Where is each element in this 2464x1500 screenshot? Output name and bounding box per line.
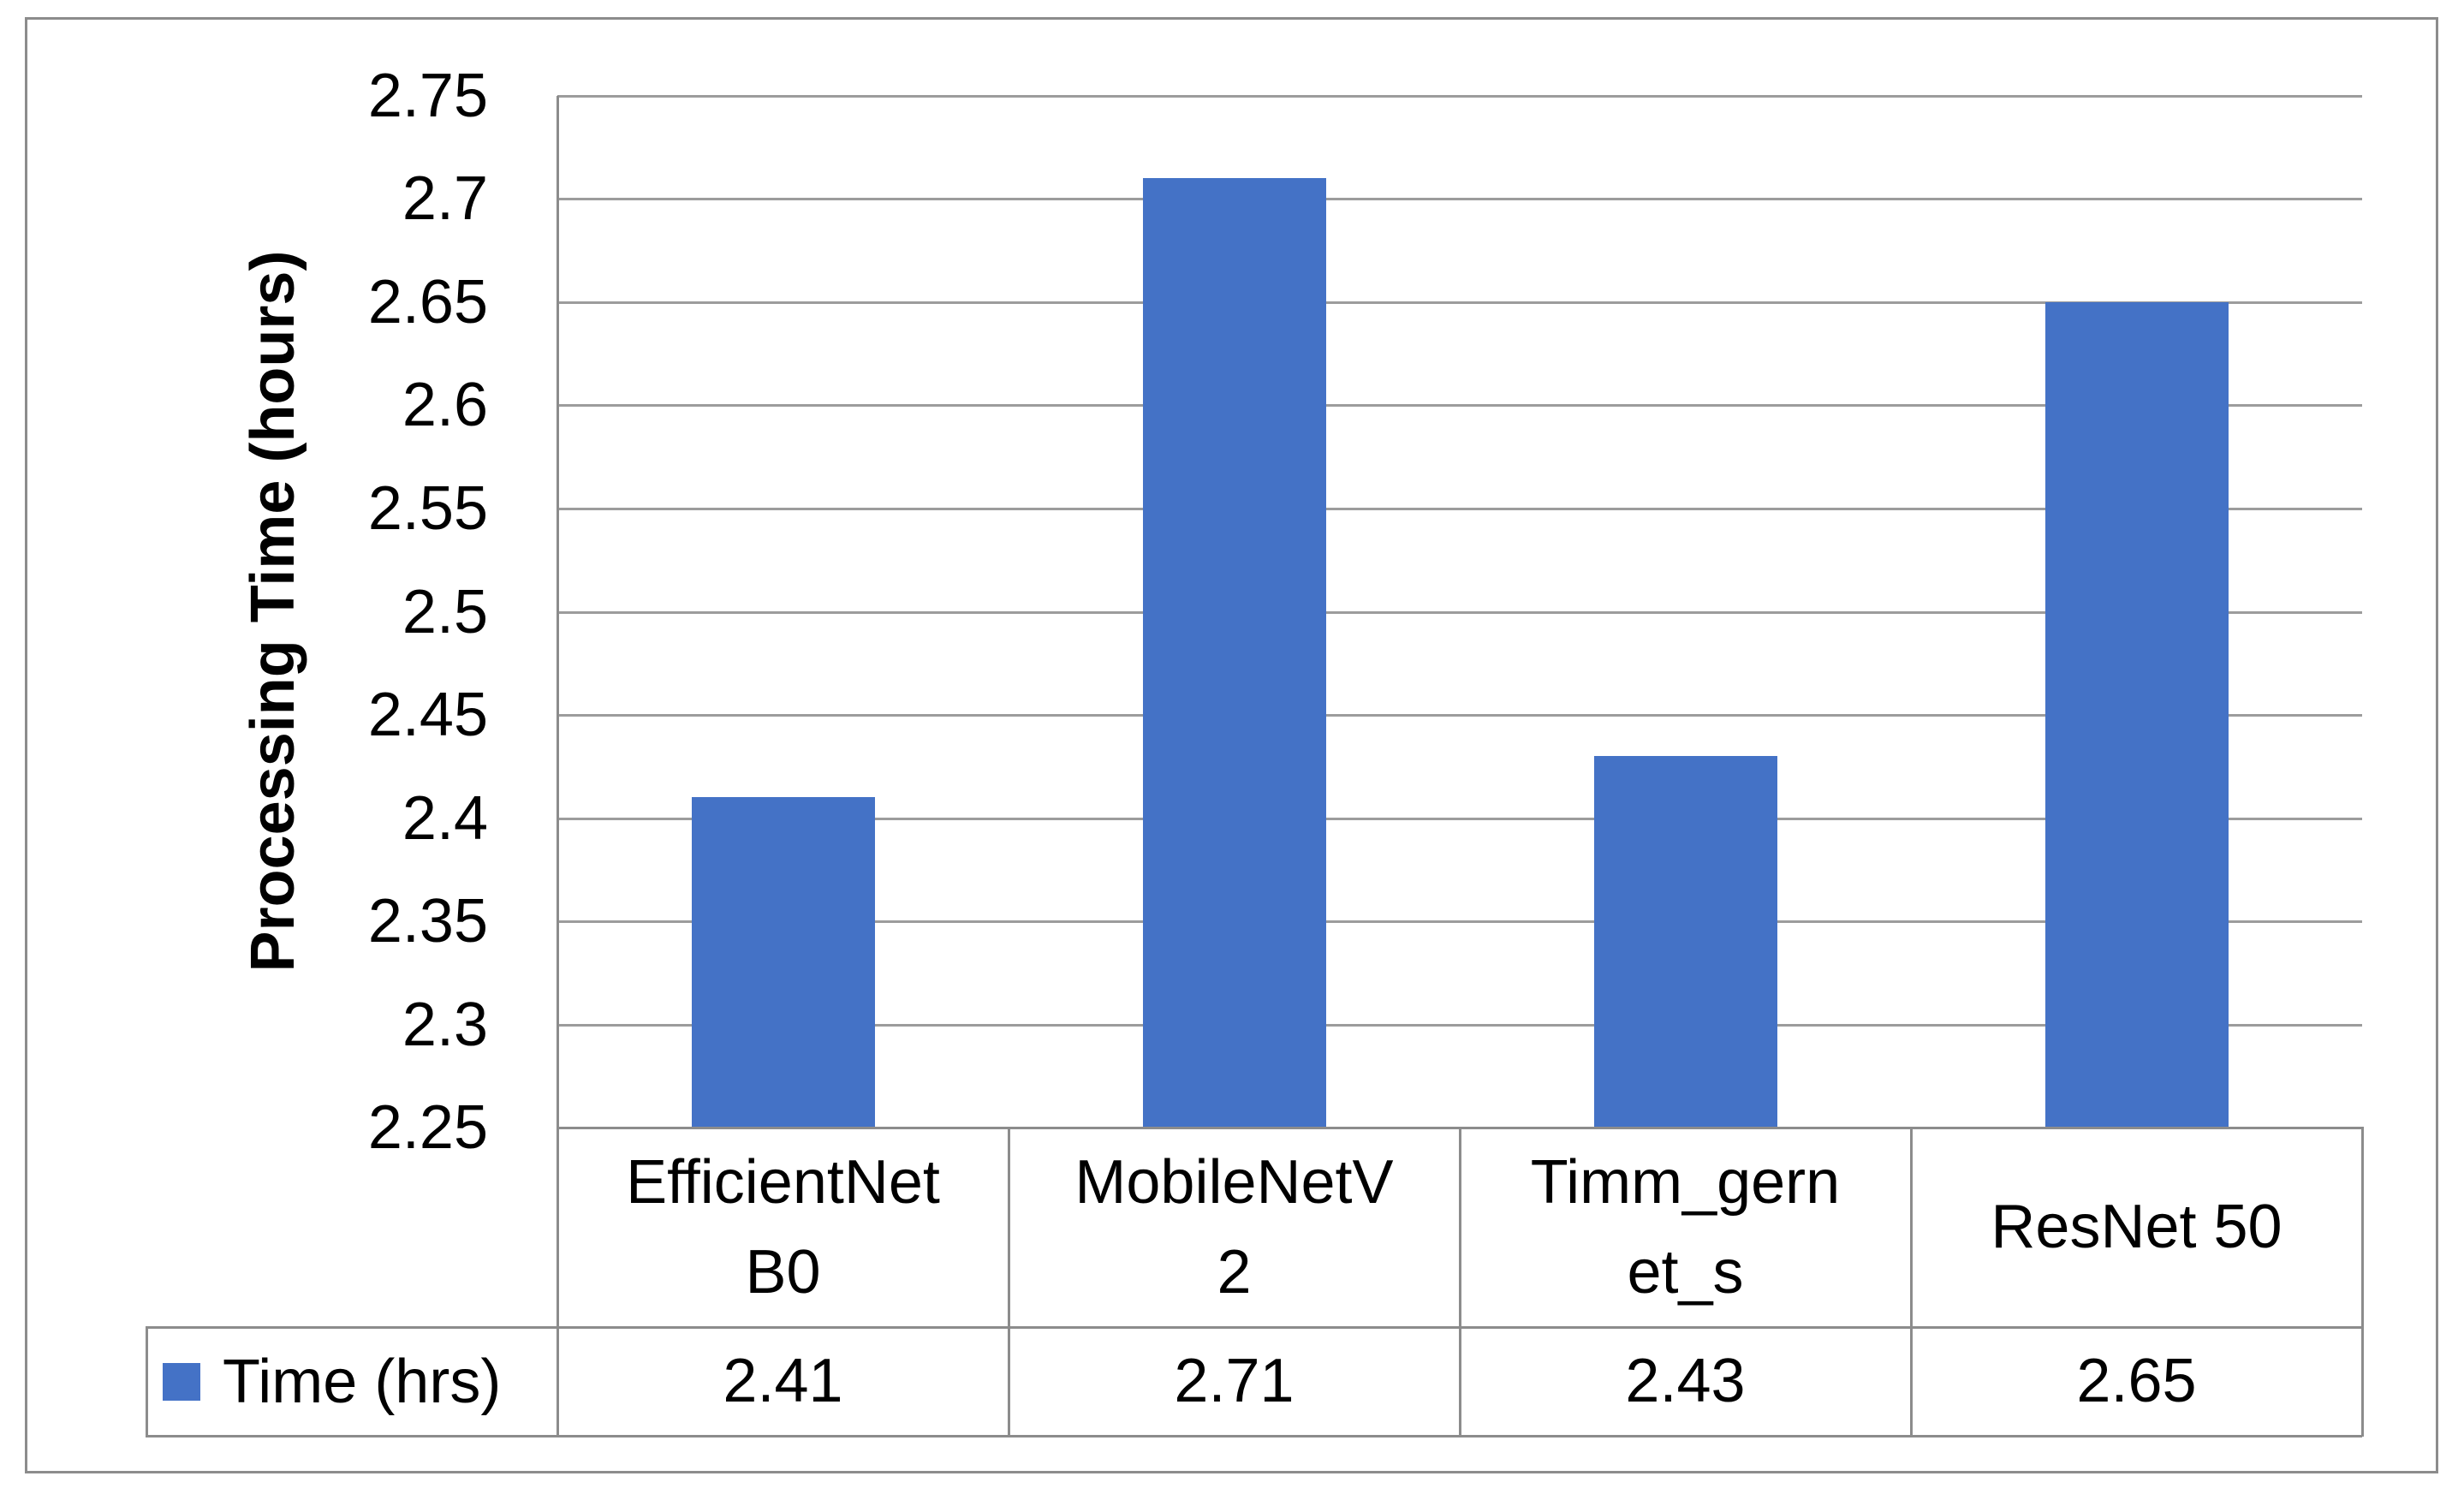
y-gridline <box>557 198 2362 200</box>
y-gridline <box>557 404 2362 407</box>
legend-cell-left-border <box>146 1326 148 1437</box>
category-label: EfficientNet B0 <box>626 1148 940 1307</box>
y-tick-label: 2.45 <box>367 681 488 749</box>
y-axis-title: Processing Time (hours) <box>239 250 307 973</box>
table-value-cell: 2.43 <box>1625 1347 1746 1416</box>
y-tick-label: 2.4 <box>402 784 488 853</box>
bar-Timm_gernet_s <box>1594 756 1777 1128</box>
table-value-cell: 2.71 <box>1174 1347 1294 1416</box>
y-gridline <box>557 1024 2362 1027</box>
y-tick-label: 2.6 <box>402 371 488 439</box>
table-value-cell: 2.65 <box>2076 1347 2197 1416</box>
table-column-border <box>1459 1127 1461 1437</box>
category-label: Timm_gern et_s <box>1530 1148 1841 1307</box>
y-tick-label: 2.5 <box>402 578 488 646</box>
y-gridline <box>557 95 2362 98</box>
y-axis-line <box>556 96 559 1128</box>
category-label: MobileNetV 2 <box>1074 1148 1394 1307</box>
y-tick-label: 2.55 <box>367 474 488 543</box>
y-gridline <box>557 611 2362 614</box>
category-cell: ResNet 50 <box>1911 1128 2362 1327</box>
table-value-cell: 2.41 <box>723 1347 843 1416</box>
y-gridline <box>557 714 2362 717</box>
bar-ResNet 50 <box>2045 302 2229 1128</box>
legend-cell: Time (hrs) <box>146 1327 557 1436</box>
category-cell: Timm_gern et_s <box>1460 1128 1911 1327</box>
table-bottom-border <box>146 1435 2362 1438</box>
table-mid-border <box>146 1326 2362 1329</box>
y-tick-label: 2.65 <box>367 268 488 336</box>
category-label: ResNet 50 <box>1991 1193 2282 1262</box>
y-tick-label: 2.75 <box>367 62 488 130</box>
y-tick-label: 2.25 <box>367 1093 488 1162</box>
bar-EfficientNet B0 <box>692 797 875 1128</box>
table-column-border <box>2361 1127 2364 1437</box>
legend-key-swatch <box>163 1362 200 1401</box>
table-column-border <box>556 1127 559 1437</box>
category-cell: MobileNetV 2 <box>1009 1128 1460 1327</box>
y-gridline <box>557 818 2362 820</box>
y-gridline <box>557 301 2362 304</box>
y-tick-label: 2.3 <box>402 991 488 1059</box>
y-tick-label: 2.7 <box>402 164 488 233</box>
table-column-border <box>1008 1127 1010 1437</box>
table-column-border <box>1910 1127 1913 1437</box>
legend-series-label: Time (hrs) <box>223 1347 502 1416</box>
y-gridline <box>557 508 2362 510</box>
y-tick-label: 2.35 <box>367 887 488 955</box>
category-cell: EfficientNet B0 <box>557 1128 1009 1327</box>
y-gridline <box>557 920 2362 923</box>
bar-MobileNetV2 <box>1143 178 1326 1128</box>
